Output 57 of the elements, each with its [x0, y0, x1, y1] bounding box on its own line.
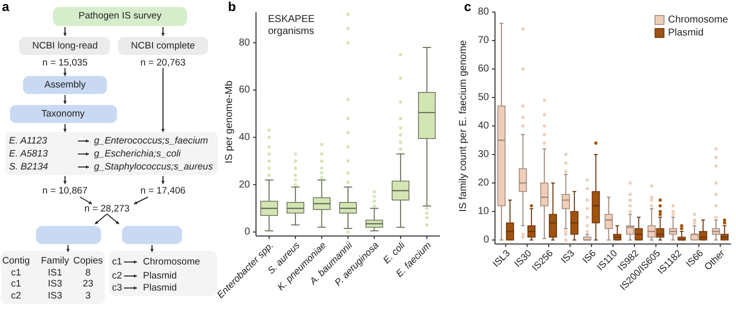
text: Copies: [73, 256, 104, 267]
text: n = 28,273: [84, 204, 130, 215]
text: g_Staphylococcus;s_aureus: [94, 162, 214, 173]
text: Taxonomy: [41, 108, 85, 120]
y-tick-label: 80: [238, 37, 250, 48]
y-tick-label: 80: [478, 6, 490, 18]
legend-label: Plasmid: [668, 28, 704, 39]
text: c1: [112, 256, 122, 268]
y-axis-title: IS family count per E. faecium genome: [458, 40, 469, 212]
text: c1: [10, 278, 22, 290]
chart-title: b: [228, 0, 236, 14]
text: a: [2, 0, 10, 14]
text: c2: [112, 270, 122, 282]
y-tick-label: 40: [478, 120, 490, 132]
y-tick-label: 70: [478, 35, 490, 46]
text: 8: [85, 268, 91, 279]
chart-title: c: [464, 0, 472, 14]
text: n = 10,867: [42, 186, 88, 197]
text: c1: [10, 268, 22, 279]
y-axis-title: IS per genome-Mb: [224, 80, 235, 164]
y-tick-label: 10: [478, 206, 490, 218]
y-tick-label: 60: [478, 64, 490, 75]
text: E. A5813: [9, 148, 48, 160]
text: Chromosome: [143, 256, 200, 268]
text: Assembly: [44, 80, 86, 91]
y-tick-label: 40: [238, 132, 250, 144]
text: c3: [112, 282, 122, 294]
text: Pathogen IS survey: [78, 10, 162, 22]
text: IS1: [48, 268, 62, 279]
text: n = 17,406: [140, 186, 186, 197]
x-tick-label: IS6: [580, 248, 598, 266]
y-tick-label: 0: [244, 226, 250, 238]
text: c2: [10, 290, 22, 302]
text: Contig: [2, 256, 30, 267]
text: n = 15,035: [42, 58, 88, 69]
x-tick-label: IS3: [559, 248, 577, 266]
text: Plasmid: [143, 270, 177, 282]
text: 23: [82, 278, 94, 290]
y-tick-label: 20: [238, 179, 250, 190]
text: Plasmid: [143, 282, 177, 294]
text: E. A1123: [9, 136, 48, 147]
text: n = 20,763: [140, 58, 186, 69]
text: NCBI complete: [131, 40, 195, 52]
text: g_Enterococcus;s_faecium: [94, 136, 208, 147]
text: IS3: [48, 290, 62, 302]
annotation: ESKAPEE organisms: [268, 14, 316, 37]
text: g_Escherichia;s_coli: [94, 148, 182, 160]
y-tick-label: 30: [478, 149, 490, 160]
text: Family: [41, 256, 70, 267]
text: NCBI long-read: [32, 40, 98, 52]
legend-label: Chromosome: [668, 14, 728, 26]
y-tick-label: 50: [478, 92, 490, 104]
y-tick-label: 20: [478, 178, 490, 189]
y-tick-label: 60: [238, 84, 250, 96]
text: 3: [85, 290, 91, 302]
text: S. B2134: [9, 162, 48, 173]
y-tick-label: 0: [483, 234, 490, 246]
